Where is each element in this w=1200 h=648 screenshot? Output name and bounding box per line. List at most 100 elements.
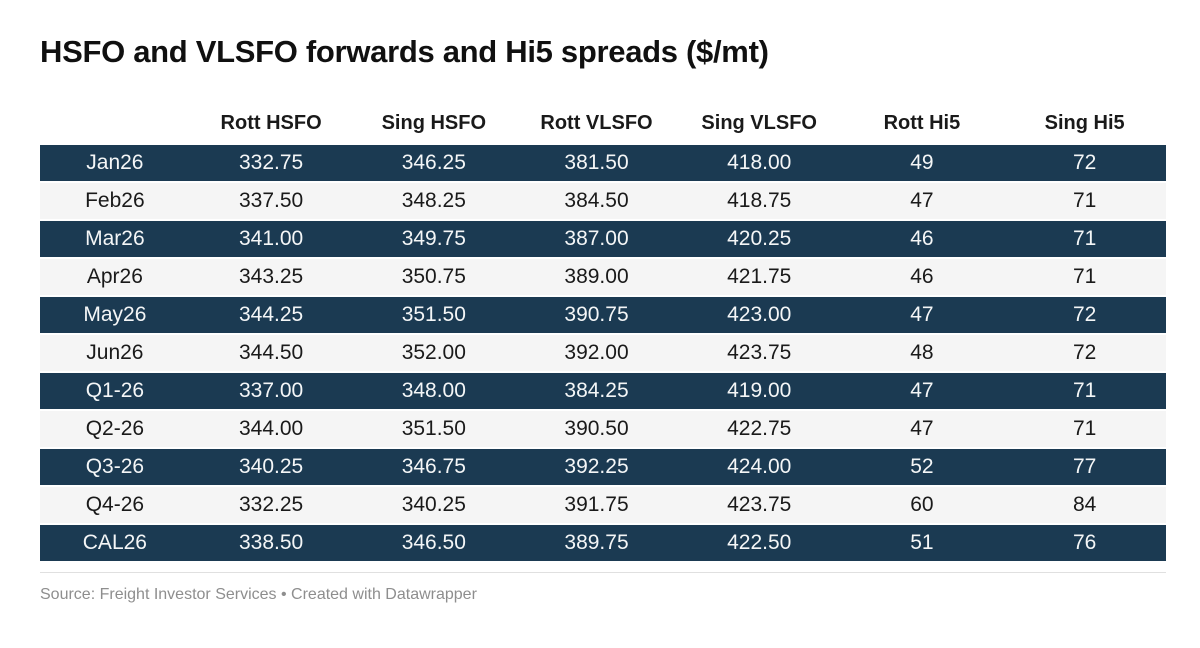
value-cell: 47 — [840, 410, 1004, 447]
value-cell: 332.75 — [189, 144, 353, 181]
value-cell: 47 — [840, 296, 1004, 333]
value-cell: 46 — [840, 258, 1004, 295]
column-header: Rott Hi5 — [883, 111, 961, 134]
value-cell: 344.50 — [189, 334, 353, 371]
value-cell: 340.25 — [189, 448, 353, 485]
value-cell: 351.50 — [352, 296, 516, 333]
value-cell: 71 — [1003, 410, 1166, 447]
value-cell: 84 — [1003, 486, 1166, 523]
value-cell: 348.25 — [352, 182, 516, 219]
value-cell: 47 — [840, 182, 1004, 219]
table-row: Mar26 341.00 349.75 387.00 420.25 46 71 — [40, 220, 1166, 257]
column-header: Rott VLSFO — [540, 111, 653, 134]
row-label: CAL26 — [40, 524, 190, 561]
value-cell: 76 — [1003, 524, 1166, 561]
value-cell: 422.50 — [677, 524, 841, 561]
table-row: Q4-26 332.25 340.25 391.75 423.75 60 84 — [40, 486, 1166, 523]
value-cell: 346.25 — [352, 144, 516, 181]
row-label: Mar26 — [40, 220, 190, 257]
value-cell: 387.00 — [515, 220, 678, 257]
table-row: Apr26 343.25 350.75 389.00 421.75 46 71 — [40, 258, 1166, 295]
value-cell: 390.50 — [515, 410, 678, 447]
table-row: Jun26 344.50 352.00 392.00 423.75 48 72 — [40, 334, 1166, 371]
table-row: Q3-26 340.25 346.75 392.25 424.00 52 77 — [40, 448, 1166, 485]
value-cell: 60 — [840, 486, 1004, 523]
value-cell: 348.00 — [352, 372, 516, 409]
value-cell: 72 — [1003, 296, 1166, 333]
value-cell: 47 — [840, 372, 1004, 409]
value-cell: 341.00 — [189, 220, 353, 257]
value-cell: 46 — [840, 220, 1004, 257]
value-cell: 344.00 — [189, 410, 353, 447]
value-cell: 49 — [840, 144, 1004, 181]
chart-title: HSFO and VLSFO forwards and Hi5 spreads … — [40, 34, 769, 69]
column-header: Sing VLSFO — [701, 111, 817, 134]
table-row: CAL26 338.50 346.50 389.75 422.50 51 76 — [40, 524, 1166, 561]
value-cell: 351.50 — [352, 410, 516, 447]
header-row: Rott HSFO Sing HSFO Rott VLSFO Sing VLSFO Ro… — [40, 112, 1166, 143]
row-label: Q2-26 — [40, 410, 190, 447]
value-cell: 423.00 — [677, 296, 841, 333]
value-cell: 52 — [840, 448, 1004, 485]
row-label: Feb26 — [40, 182, 190, 219]
table-bottom-rule — [40, 571, 1166, 573]
value-cell: 337.00 — [189, 372, 353, 409]
value-cell: 381.50 — [515, 144, 678, 181]
value-cell: 384.50 — [515, 182, 678, 219]
value-cell: 332.25 — [189, 486, 353, 523]
value-cell: 390.75 — [515, 296, 678, 333]
value-cell: 391.75 — [515, 486, 678, 523]
value-cell: 71 — [1003, 372, 1166, 409]
value-cell: 349.75 — [352, 220, 516, 257]
column-header: Rott HSFO — [220, 111, 322, 134]
value-cell: 77 — [1003, 448, 1166, 485]
column-header: Sing Hi5 — [1044, 111, 1125, 134]
value-cell: 51 — [840, 524, 1004, 561]
data-table: Rott HSFO Sing HSFO Rott VLSFO Sing VLSFO Ro… — [40, 110, 1166, 563]
row-label: Q1-26 — [40, 372, 190, 409]
value-cell: 346.50 — [352, 524, 516, 561]
row-label: Q3-26 — [40, 448, 190, 485]
value-cell: 72 — [1003, 334, 1166, 371]
table-row: May26 344.25 351.50 390.75 423.00 47 72 — [40, 296, 1166, 333]
row-label-header — [40, 112, 190, 143]
value-cell: 337.50 — [189, 182, 353, 219]
value-cell: 346.75 — [352, 448, 516, 485]
value-cell: 350.75 — [352, 258, 516, 295]
value-cell: 424.00 — [677, 448, 841, 485]
value-cell: 72 — [1003, 144, 1166, 181]
row-label: Jun26 — [40, 334, 190, 371]
row-label: May26 — [40, 296, 190, 333]
value-cell: 392.00 — [515, 334, 678, 371]
row-label: Apr26 — [40, 258, 190, 295]
value-cell: 343.25 — [189, 258, 353, 295]
column-header: Sing HSFO — [381, 111, 487, 134]
value-cell: 392.25 — [515, 448, 678, 485]
table-row: Q1-26 337.00 348.00 384.25 419.00 47 71 — [40, 372, 1166, 409]
table-body: Jan26 332.75 346.25 381.50 418.00 49 72 Feb26 33… — [40, 144, 1166, 561]
value-cell: 338.50 — [189, 524, 353, 561]
table-row: Q2-26 344.00 351.50 390.50 422.75 47 71 — [40, 410, 1166, 447]
value-cell: 71 — [1003, 220, 1166, 257]
value-cell: 418.75 — [677, 182, 841, 219]
source-note: Source: Freight Investor Services • Crea… — [40, 585, 477, 603]
row-label: Q4-26 — [40, 486, 190, 523]
value-cell: 422.75 — [677, 410, 841, 447]
value-cell: 344.25 — [189, 296, 353, 333]
row-label: Jan26 — [40, 144, 190, 181]
value-cell: 419.00 — [677, 372, 841, 409]
value-cell: 423.75 — [677, 486, 841, 523]
value-cell: 423.75 — [677, 334, 841, 371]
value-cell: 340.25 — [352, 486, 516, 523]
value-cell: 389.75 — [515, 524, 678, 561]
value-cell: 420.25 — [677, 220, 841, 257]
table-row: Jan26 332.75 346.25 381.50 418.00 49 72 — [40, 144, 1166, 181]
value-cell: 384.25 — [515, 372, 678, 409]
value-cell: 71 — [1003, 182, 1166, 219]
value-cell: 389.00 — [515, 258, 678, 295]
value-cell: 418.00 — [677, 144, 841, 181]
value-cell: 352.00 — [352, 334, 516, 371]
table-row: Feb26 337.50 348.25 384.50 418.75 47 71 — [40, 182, 1166, 219]
value-cell: 421.75 — [677, 258, 841, 295]
